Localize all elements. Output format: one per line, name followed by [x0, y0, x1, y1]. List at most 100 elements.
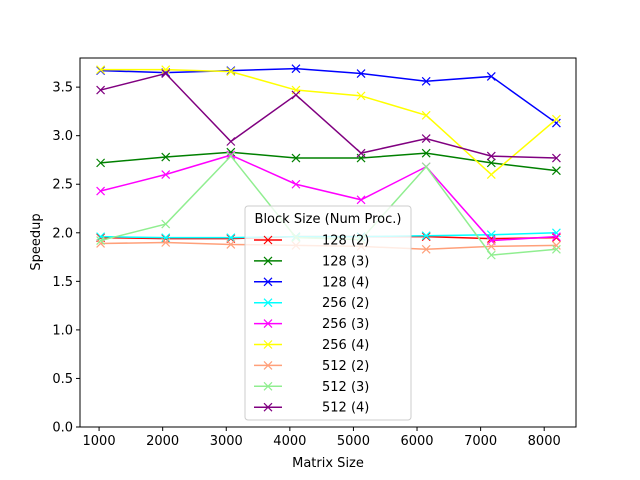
y-tick-label: 2.5 — [52, 178, 73, 193]
data-point-marker — [356, 195, 366, 205]
legend-marker-swatch — [263, 402, 273, 412]
legend-item: 256 (4) — [254, 338, 369, 353]
data-point-marker — [161, 238, 171, 247]
data-point-marker — [551, 114, 561, 124]
data-point-marker — [486, 158, 496, 168]
legend-marker-swatch — [263, 277, 273, 287]
y-tick-label: 0.0 — [52, 421, 73, 436]
data-point-marker — [226, 147, 236, 157]
x-tick-label: 6000 — [400, 434, 433, 449]
y-tick-label: 3.0 — [52, 129, 73, 144]
data-point-marker — [551, 244, 561, 254]
data-point-marker — [551, 153, 561, 163]
legend-label: 512 (3) — [322, 380, 369, 395]
axes-frame — [79, 57, 577, 428]
legend-item: 128 (4) — [254, 275, 369, 290]
data-point-marker — [421, 110, 431, 120]
legend-box — [244, 205, 412, 421]
data-point-marker — [96, 236, 106, 245]
series-line — [100, 72, 557, 159]
legend-label: 512 (2) — [322, 359, 369, 374]
y-tick-label: 1.5 — [52, 275, 73, 290]
y-tick-label: 0.5 — [52, 372, 73, 387]
data-point-marker — [486, 72, 496, 81]
x-tick-label: 3000 — [210, 434, 243, 449]
x-axis-ticks: 1000 2000 3000 4000 5000 6000 7000 8000 — [83, 427, 561, 449]
data-point-marker — [96, 158, 106, 168]
data-point-marker — [486, 234, 496, 244]
data-point-marker — [161, 234, 171, 244]
data-point-marker — [96, 85, 106, 95]
data-point-marker — [486, 241, 496, 251]
data-point-marker — [161, 219, 171, 229]
y-axis-ticks: 0.0 0.5 1.0 1.5 2.0 2.5 3.0 3.5 — [52, 81, 80, 436]
data-point-marker — [421, 76, 431, 86]
data-point-marker — [226, 67, 236, 77]
legend-marker-swatch — [263, 319, 273, 329]
data-point-marker — [421, 232, 431, 242]
data-point-marker — [96, 186, 106, 196]
legend-item: 128 (2) — [254, 234, 369, 249]
data-point-marker — [226, 151, 236, 161]
data-point-marker — [356, 91, 366, 101]
data-point-marker — [551, 240, 561, 250]
legend-title: Block Size (Num Proc.) — [255, 212, 402, 227]
legend-label: 128 (3) — [322, 254, 369, 269]
series-256-4 — [96, 65, 561, 179]
data-point-marker — [551, 232, 561, 242]
legend-item: 512 (4) — [254, 401, 369, 416]
y-axis-label: Speedup — [29, 213, 44, 270]
data-point-marker — [226, 137, 236, 146]
legend-items: 128 (2) 128 (3) 128 (4) 256 (2) 256 (3) 256 (… — [254, 234, 369, 416]
legend-marker-swatch — [263, 235, 273, 245]
legend-marker-swatch — [263, 381, 273, 391]
legend-marker-swatch — [263, 298, 273, 308]
data-point-marker — [486, 151, 496, 161]
data-point-marker — [551, 166, 561, 176]
y-tick-label: 2.0 — [52, 226, 73, 241]
data-point-marker — [161, 69, 171, 78]
legend-item: 128 (3) — [254, 254, 369, 269]
x-tick-label: 4000 — [273, 434, 306, 449]
legend-label: 128 (2) — [322, 234, 369, 249]
legend-marker-swatch — [263, 360, 273, 370]
data-point-marker — [161, 170, 171, 179]
x-tick-label: 7000 — [464, 434, 497, 449]
legend-label: 256 (3) — [322, 317, 369, 332]
legend-label: 256 (2) — [322, 296, 369, 311]
data-point-marker — [161, 152, 171, 162]
data-point-marker — [291, 179, 301, 189]
legend-item: 512 (2) — [254, 359, 369, 374]
x-tick-label: 1000 — [83, 434, 116, 449]
data-point-marker — [421, 244, 431, 254]
data-point-marker — [226, 233, 236, 243]
legend-item: 256 (2) — [254, 296, 369, 311]
data-point-marker — [421, 162, 431, 172]
x-axis-label: Matrix Size — [292, 456, 364, 471]
series-512-4 — [96, 69, 561, 163]
legend-item: 512 (3) — [254, 380, 369, 395]
series-line — [100, 68, 557, 176]
series-128-3 — [96, 147, 561, 176]
legend-item: 256 (3) — [254, 317, 369, 332]
data-point-marker — [356, 148, 366, 158]
data-point-marker — [96, 65, 106, 75]
x-tick-label: 5000 — [337, 434, 370, 449]
series-line — [100, 67, 557, 124]
data-point-marker — [551, 228, 561, 238]
y-tick-label: 3.5 — [52, 81, 73, 96]
data-point-marker — [96, 239, 106, 248]
data-point-marker — [291, 64, 301, 74]
data-point-marker — [421, 231, 431, 241]
data-point-marker — [486, 170, 496, 179]
x-tick-label: 8000 — [528, 434, 561, 449]
data-point-marker — [356, 69, 366, 78]
legend-label: 512 (4) — [322, 401, 369, 416]
data-point-marker — [226, 66, 236, 76]
series-line — [100, 154, 557, 242]
data-point-marker — [291, 153, 301, 163]
data-point-marker — [291, 90, 301, 100]
data-point-marker — [161, 65, 171, 75]
series-line — [100, 151, 557, 172]
